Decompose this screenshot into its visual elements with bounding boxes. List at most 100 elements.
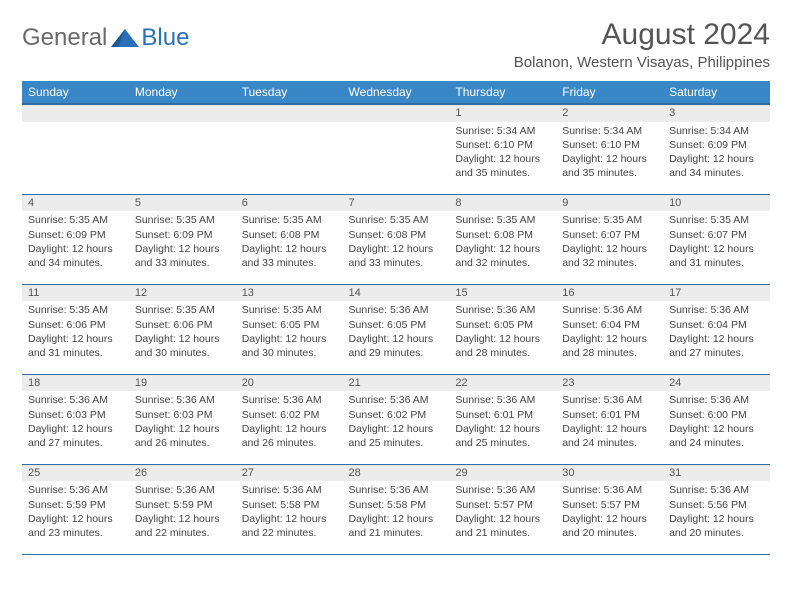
sunset-text: Sunset: 6:09 PM: [28, 228, 123, 242]
sunrise-text: Sunrise: 5:35 AM: [135, 213, 230, 227]
sunrise-text: Sunrise: 5:34 AM: [562, 124, 657, 138]
sunset-text: Sunset: 6:01 PM: [455, 408, 550, 422]
calendar-cell: 16Sunrise: 5:36 AMSunset: 6:04 PMDayligh…: [556, 284, 663, 374]
dayheader-friday: Friday: [556, 81, 663, 104]
day-content: Sunrise: 5:36 AMSunset: 5:58 PMDaylight:…: [236, 481, 343, 544]
daylight-text: Daylight: 12 hours and 30 minutes.: [135, 332, 230, 360]
daylight-text: Daylight: 12 hours and 32 minutes.: [562, 242, 657, 270]
day-number-empty: [343, 105, 450, 122]
daylight-text: Daylight: 12 hours and 26 minutes.: [242, 422, 337, 450]
sunrise-text: Sunrise: 5:36 AM: [562, 303, 657, 317]
day-content: Sunrise: 5:35 AMSunset: 6:08 PMDaylight:…: [343, 211, 450, 274]
dayheader-thursday: Thursday: [449, 81, 556, 104]
daylight-text: Daylight: 12 hours and 31 minutes.: [669, 242, 764, 270]
daylight-text: Daylight: 12 hours and 22 minutes.: [242, 512, 337, 540]
day-number: 2: [556, 105, 663, 122]
sunset-text: Sunset: 6:02 PM: [349, 408, 444, 422]
daylight-text: Daylight: 12 hours and 22 minutes.: [135, 512, 230, 540]
day-number: 26: [129, 465, 236, 482]
sunset-text: Sunset: 6:10 PM: [562, 138, 657, 152]
day-content: Sunrise: 5:36 AMSunset: 6:04 PMDaylight:…: [556, 301, 663, 364]
sunset-text: Sunset: 5:59 PM: [28, 498, 123, 512]
calendar-cell: 2Sunrise: 5:34 AMSunset: 6:10 PMDaylight…: [556, 104, 663, 194]
daylight-text: Daylight: 12 hours and 35 minutes.: [562, 152, 657, 180]
day-content: Sunrise: 5:36 AMSunset: 6:01 PMDaylight:…: [449, 391, 556, 454]
daylight-text: Daylight: 12 hours and 27 minutes.: [669, 332, 764, 360]
sunset-text: Sunset: 6:05 PM: [455, 318, 550, 332]
day-number: 15: [449, 285, 556, 302]
sunset-text: Sunset: 6:05 PM: [349, 318, 444, 332]
calendar-cell: 28Sunrise: 5:36 AMSunset: 5:58 PMDayligh…: [343, 464, 450, 554]
calendar-cell: 26Sunrise: 5:36 AMSunset: 5:59 PMDayligh…: [129, 464, 236, 554]
calendar-cell: [129, 104, 236, 194]
daylight-text: Daylight: 12 hours and 20 minutes.: [669, 512, 764, 540]
sunset-text: Sunset: 5:57 PM: [455, 498, 550, 512]
sunset-text: Sunset: 6:07 PM: [562, 228, 657, 242]
sunrise-text: Sunrise: 5:36 AM: [135, 393, 230, 407]
day-content: Sunrise: 5:36 AMSunset: 6:03 PMDaylight:…: [129, 391, 236, 454]
sunrise-text: Sunrise: 5:36 AM: [669, 483, 764, 497]
day-content: Sunrise: 5:35 AMSunset: 6:09 PMDaylight:…: [22, 211, 129, 274]
sunset-text: Sunset: 6:06 PM: [135, 318, 230, 332]
sunset-text: Sunset: 6:08 PM: [349, 228, 444, 242]
daylight-text: Daylight: 12 hours and 26 minutes.: [135, 422, 230, 450]
day-content: Sunrise: 5:35 AMSunset: 6:06 PMDaylight:…: [22, 301, 129, 364]
sunset-text: Sunset: 5:58 PM: [349, 498, 444, 512]
daylight-text: Daylight: 12 hours and 33 minutes.: [242, 242, 337, 270]
logo-triangle-icon: [111, 27, 139, 49]
daylight-text: Daylight: 12 hours and 30 minutes.: [242, 332, 337, 360]
sunset-text: Sunset: 5:58 PM: [242, 498, 337, 512]
daylight-text: Daylight: 12 hours and 25 minutes.: [455, 422, 550, 450]
sunset-text: Sunset: 6:08 PM: [455, 228, 550, 242]
day-content: Sunrise: 5:34 AMSunset: 6:10 PMDaylight:…: [556, 122, 663, 185]
day-number: 22: [449, 375, 556, 392]
sunset-text: Sunset: 6:02 PM: [242, 408, 337, 422]
sunset-text: Sunset: 6:04 PM: [562, 318, 657, 332]
day-number: 20: [236, 375, 343, 392]
daylight-text: Daylight: 12 hours and 21 minutes.: [349, 512, 444, 540]
day-number: 19: [129, 375, 236, 392]
sunrise-text: Sunrise: 5:36 AM: [135, 483, 230, 497]
calendar-cell: 8Sunrise: 5:35 AMSunset: 6:08 PMDaylight…: [449, 194, 556, 284]
dayheader-tuesday: Tuesday: [236, 81, 343, 104]
dayheader-saturday: Saturday: [663, 81, 770, 104]
day-content: Sunrise: 5:36 AMSunset: 6:00 PMDaylight:…: [663, 391, 770, 454]
day-content: Sunrise: 5:34 AMSunset: 6:09 PMDaylight:…: [663, 122, 770, 185]
calendar-cell: [22, 104, 129, 194]
sunrise-text: Sunrise: 5:34 AM: [669, 124, 764, 138]
day-content: Sunrise: 5:36 AMSunset: 6:02 PMDaylight:…: [343, 391, 450, 454]
sunrise-text: Sunrise: 5:36 AM: [669, 393, 764, 407]
sunrise-text: Sunrise: 5:36 AM: [28, 483, 123, 497]
sunset-text: Sunset: 6:01 PM: [562, 408, 657, 422]
sunrise-text: Sunrise: 5:35 AM: [669, 213, 764, 227]
day-content: Sunrise: 5:36 AMSunset: 6:05 PMDaylight:…: [343, 301, 450, 364]
calendar-cell: 18Sunrise: 5:36 AMSunset: 6:03 PMDayligh…: [22, 374, 129, 464]
daylight-text: Daylight: 12 hours and 24 minutes.: [562, 422, 657, 450]
calendar-cell: 29Sunrise: 5:36 AMSunset: 5:57 PMDayligh…: [449, 464, 556, 554]
day-content: Sunrise: 5:36 AMSunset: 6:02 PMDaylight:…: [236, 391, 343, 454]
sunrise-text: Sunrise: 5:36 AM: [242, 393, 337, 407]
day-number: 28: [343, 465, 450, 482]
sunrise-text: Sunrise: 5:34 AM: [455, 124, 550, 138]
day-content: Sunrise: 5:35 AMSunset: 6:06 PMDaylight:…: [129, 301, 236, 364]
daylight-text: Daylight: 12 hours and 27 minutes.: [28, 422, 123, 450]
day-number: 3: [663, 105, 770, 122]
day-number: 13: [236, 285, 343, 302]
day-content: Sunrise: 5:35 AMSunset: 6:09 PMDaylight:…: [129, 211, 236, 274]
day-number: 17: [663, 285, 770, 302]
sunrise-text: Sunrise: 5:36 AM: [349, 393, 444, 407]
day-number: 24: [663, 375, 770, 392]
daylight-text: Daylight: 12 hours and 28 minutes.: [562, 332, 657, 360]
sunrise-text: Sunrise: 5:35 AM: [28, 303, 123, 317]
daylight-text: Daylight: 12 hours and 34 minutes.: [28, 242, 123, 270]
calendar-cell: 20Sunrise: 5:36 AMSunset: 6:02 PMDayligh…: [236, 374, 343, 464]
calendar-cell: 12Sunrise: 5:35 AMSunset: 6:06 PMDayligh…: [129, 284, 236, 374]
calendar-cell: 25Sunrise: 5:36 AMSunset: 5:59 PMDayligh…: [22, 464, 129, 554]
sunset-text: Sunset: 6:05 PM: [242, 318, 337, 332]
daylight-text: Daylight: 12 hours and 31 minutes.: [28, 332, 123, 360]
calendar-week: 25Sunrise: 5:36 AMSunset: 5:59 PMDayligh…: [22, 464, 770, 554]
calendar-week: 18Sunrise: 5:36 AMSunset: 6:03 PMDayligh…: [22, 374, 770, 464]
sunrise-text: Sunrise: 5:35 AM: [349, 213, 444, 227]
day-number: 8: [449, 195, 556, 212]
day-content: Sunrise: 5:34 AMSunset: 6:10 PMDaylight:…: [449, 122, 556, 185]
